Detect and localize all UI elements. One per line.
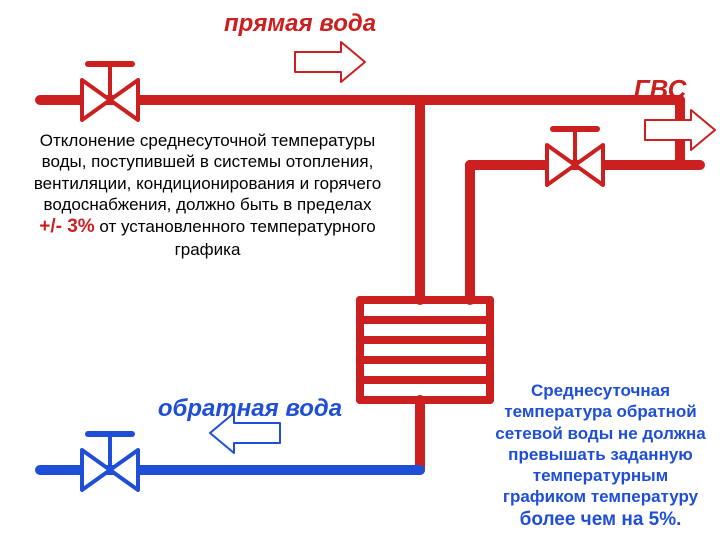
accent-5pct: более чем на 5%. (520, 509, 682, 530)
label-gvs: ГВС (610, 74, 710, 105)
label-supply: прямая вода (190, 10, 410, 38)
accent-3pct: +/- 3% (39, 216, 94, 237)
label-return: обратная вода (120, 395, 380, 423)
note-deviation: Отклонение среднесуточной температуры во… (5, 130, 410, 260)
note-return-temp: Среднесуточная температура обратной сете… (488, 380, 713, 531)
